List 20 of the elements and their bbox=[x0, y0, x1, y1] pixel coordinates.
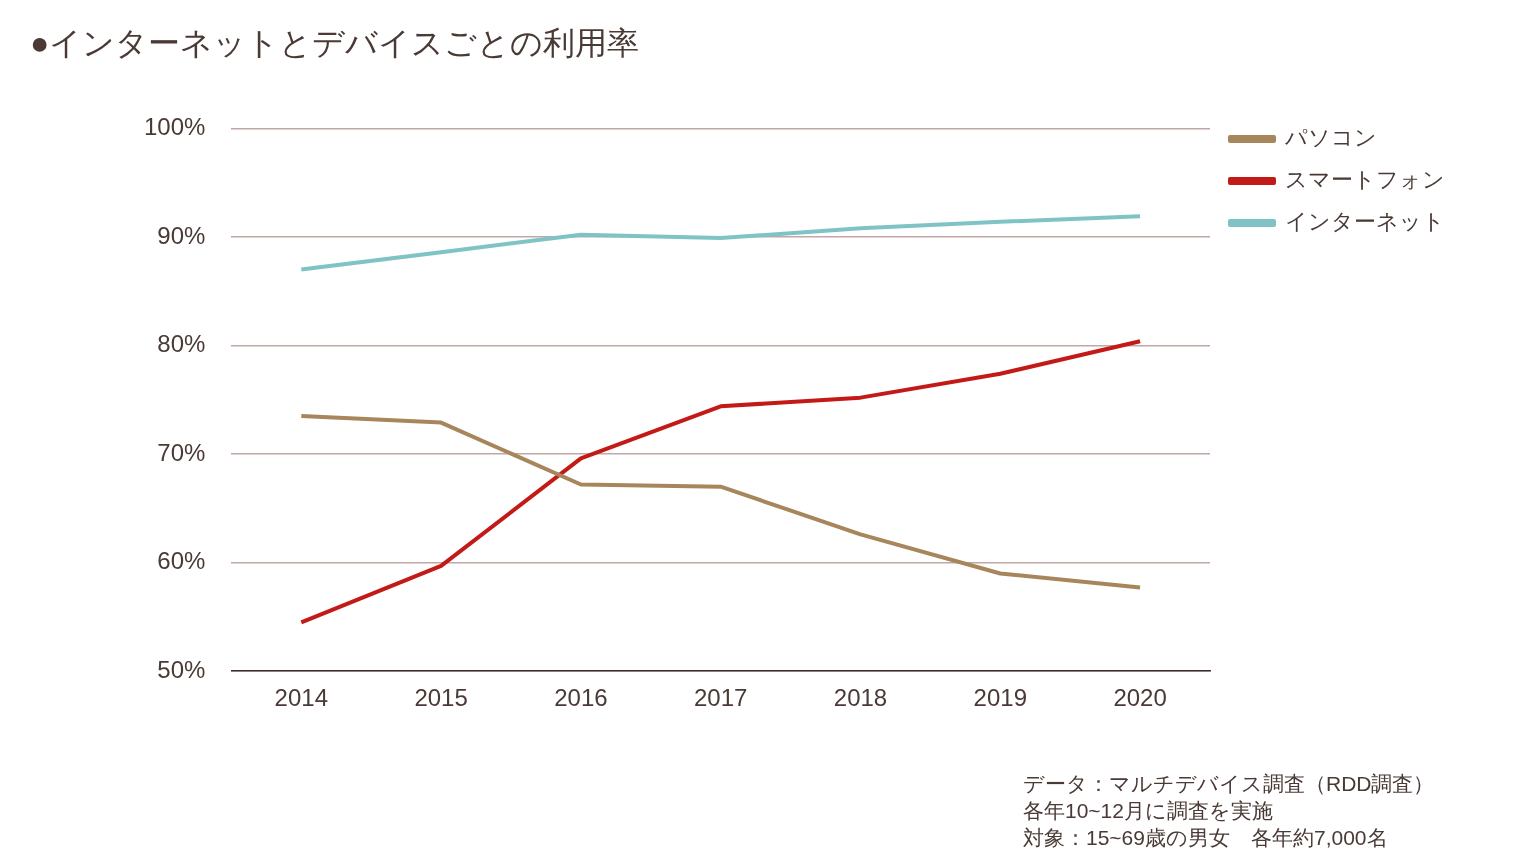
text: データ：マルチデバイス調査（RDD調査） bbox=[1023, 771, 1435, 797]
y-tick-label: 60% bbox=[157, 547, 206, 575]
x-tick-label: 2018 bbox=[833, 684, 888, 712]
x-tick-label: 2016 bbox=[554, 684, 608, 712]
chart-title: ●インターネットとデバイスごとの利用率 bbox=[30, 24, 640, 63]
x-tick-label: 2014 bbox=[274, 684, 328, 712]
legend-label: スマートフォン bbox=[1285, 167, 1445, 193]
text: 各年10~12月に調査を実施 bbox=[1023, 798, 1274, 824]
legend-label: インターネット bbox=[1285, 209, 1445, 235]
x-tick-label: 2020 bbox=[1113, 684, 1167, 712]
y-tick-label: 50% bbox=[157, 655, 206, 683]
text: 対象：15~69歳の男女 各年約7,000名 bbox=[1023, 825, 1389, 851]
legend-label: パソコン bbox=[1284, 125, 1377, 151]
y-tick-label: 70% bbox=[157, 438, 206, 466]
x-tick-label: 2019 bbox=[973, 684, 1027, 712]
y-tick-label: 100% bbox=[143, 113, 206, 141]
y-tick-label: 90% bbox=[157, 221, 206, 249]
x-tick-label: 2017 bbox=[694, 684, 748, 712]
y-tick-label: 80% bbox=[157, 330, 206, 358]
x-tick-label: 2015 bbox=[414, 684, 468, 712]
